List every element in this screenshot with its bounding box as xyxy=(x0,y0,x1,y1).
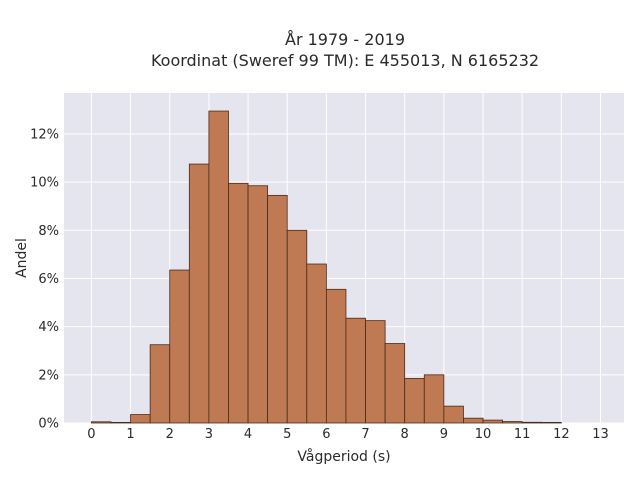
x-tick-label: 6 xyxy=(322,427,330,442)
histogram-bar xyxy=(541,421,562,424)
histogram-bar xyxy=(365,320,386,424)
x-tick-labels: 0 1 2 3 4 5 6 7 8 9 10 11 12 13 xyxy=(87,427,609,442)
y-tick-label: 0% xyxy=(38,417,59,432)
x-axis-label: Vågperiod (s) xyxy=(297,448,390,465)
histogram-bar xyxy=(188,163,210,424)
x-tick-label: 7 xyxy=(361,427,369,442)
x-tick-label: 3 xyxy=(205,427,213,442)
x-tick-label: 4 xyxy=(244,427,252,442)
histogram-bar xyxy=(325,288,347,424)
y-tick-label: 2% xyxy=(38,368,59,383)
x-tick-label: 2 xyxy=(166,427,174,442)
histogram-bars xyxy=(91,110,562,424)
x-tick-label: 12 xyxy=(553,427,570,442)
x-tick-label: 0 xyxy=(87,427,95,442)
histogram-bar xyxy=(247,185,269,424)
y-tick-label: 12% xyxy=(30,127,59,142)
x-tick-label: 1 xyxy=(126,427,134,442)
histogram-bar xyxy=(130,414,151,424)
histogram-bar xyxy=(169,269,190,424)
x-tick-label: 13 xyxy=(592,427,609,442)
y-tick-label: 6% xyxy=(38,272,59,287)
histogram-bar xyxy=(91,421,112,424)
histogram-bar xyxy=(463,417,484,424)
histogram-bar xyxy=(521,421,543,424)
histogram-bar xyxy=(228,182,249,424)
histogram-bar xyxy=(110,421,131,424)
histogram-bar xyxy=(306,263,327,424)
histogram-bar xyxy=(443,405,464,424)
histogram-bar xyxy=(286,229,308,424)
histogram-bar xyxy=(482,419,504,424)
histogram-bar xyxy=(208,110,229,424)
x-tick-label: 9 xyxy=(440,427,448,442)
y-tick-label: 4% xyxy=(38,320,59,335)
x-tick-label: 11 xyxy=(514,427,531,442)
chart-title-line-1: År 1979 - 2019 xyxy=(285,30,405,49)
histogram-bar xyxy=(267,194,288,424)
chart-title-line-2: Koordinat (Sweref 99 TM): E 455013, N 61… xyxy=(151,51,539,70)
y-tick-label: 10% xyxy=(30,176,59,191)
x-tick-label: 8 xyxy=(401,427,409,442)
histogram-bar xyxy=(423,374,445,424)
y-tick-labels: 0% 2% 4% 6% 8% 10% 12% xyxy=(30,127,59,431)
x-tick-label: 10 xyxy=(475,427,492,442)
histogram-bar xyxy=(502,421,523,424)
histogram-bar xyxy=(384,343,406,424)
histogram-bar xyxy=(345,317,366,424)
x-tick-label: 5 xyxy=(283,427,291,442)
y-tick-label: 8% xyxy=(38,224,59,239)
histogram-bar xyxy=(149,344,171,424)
y-axis-label: Andel xyxy=(14,238,30,278)
histogram-bar xyxy=(404,378,425,424)
